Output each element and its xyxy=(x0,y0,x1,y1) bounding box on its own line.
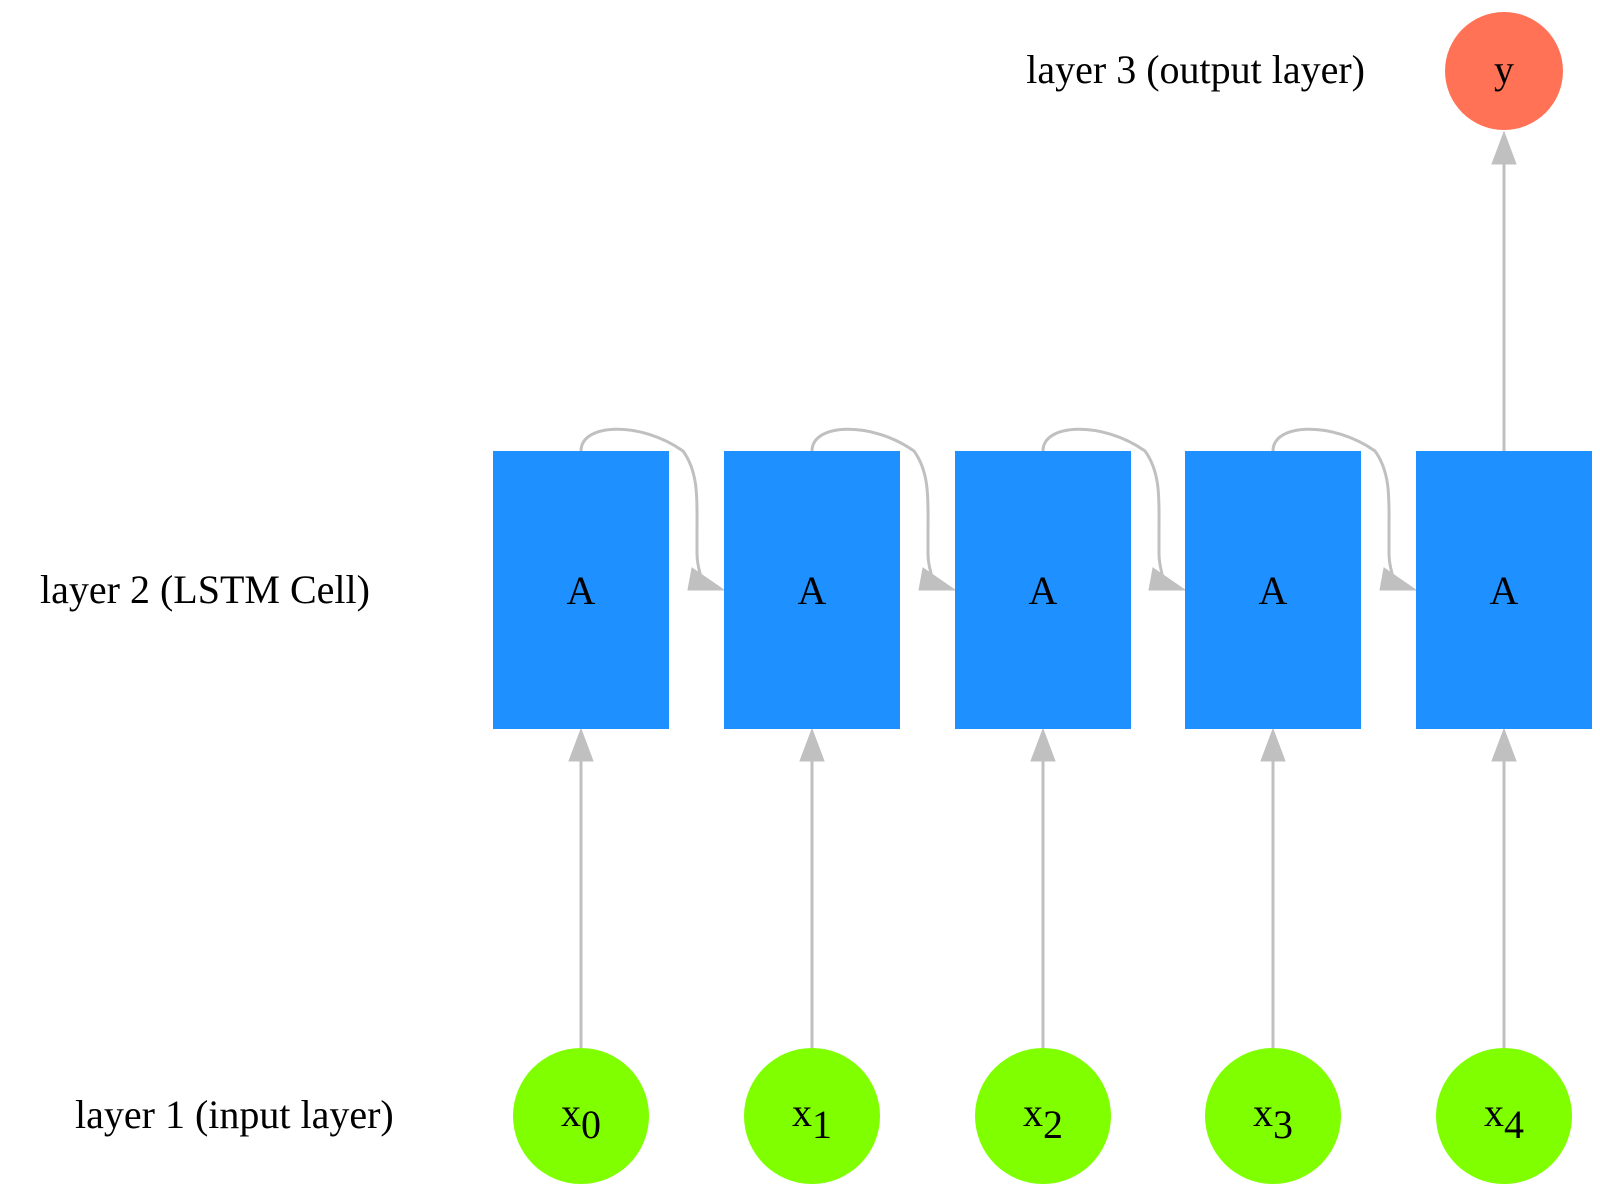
input-node-label: x0 xyxy=(561,1090,601,1147)
edges xyxy=(568,130,1517,1048)
input-node-base: x xyxy=(1484,1090,1504,1135)
output-node: y xyxy=(1445,12,1563,130)
input-node-label: x3 xyxy=(1253,1090,1293,1147)
edge-recurrent-2-to-3 xyxy=(1041,427,1165,583)
lstm-cell-1: A xyxy=(724,451,900,729)
lstm-cell-box xyxy=(1185,451,1361,729)
edge-recurrent-3-to-4 xyxy=(1271,427,1395,583)
input-node-circle xyxy=(744,1048,880,1184)
edge-recurrent-1-to-2 xyxy=(810,427,934,583)
arrowhead-input-to-cell-1 xyxy=(799,727,825,762)
arrowhead-input-to-cell-2 xyxy=(1030,727,1056,762)
lstm-cell-4: A xyxy=(1416,451,1592,729)
input-node-subscript: 4 xyxy=(1504,1102,1524,1147)
input-node-circle xyxy=(513,1048,649,1184)
lstm-cell-label: A xyxy=(567,568,596,613)
output-node-circle xyxy=(1445,12,1563,130)
lstm-cell-label: A xyxy=(1259,568,1288,613)
input-node-1: x1 xyxy=(744,1048,880,1184)
input-node-2: x2 xyxy=(975,1048,1111,1184)
input-node-4: x4 xyxy=(1436,1048,1572,1184)
arrowhead-input-to-cell-3 xyxy=(1260,727,1286,762)
nodes: A A A A Ax0 x1 x2 x3 x4y xyxy=(493,12,1592,1184)
layer-3-label: layer 3 (output layer) xyxy=(1026,47,1365,92)
arrowhead-recurrent-1 xyxy=(918,567,957,591)
input-node-label: x2 xyxy=(1023,1090,1063,1147)
lstm-cell-label: A xyxy=(1029,568,1058,613)
layer-2-label: layer 2 (LSTM Cell) xyxy=(40,567,370,612)
arrowhead-recurrent-3 xyxy=(1379,567,1418,591)
lstm-cell-3: A xyxy=(1185,451,1361,729)
lstm-cell-0: A xyxy=(493,451,669,729)
input-node-base: x xyxy=(561,1090,581,1135)
lstm-cell-box xyxy=(724,451,900,729)
input-node-circle xyxy=(1205,1048,1341,1184)
arrowhead-recurrent-0 xyxy=(687,567,726,591)
lstm-cell-2: A xyxy=(955,451,1131,729)
input-node-label: x4 xyxy=(1484,1090,1524,1147)
input-node-0: x0 xyxy=(513,1048,649,1184)
lstm-cell-box xyxy=(493,451,669,729)
lstm-cell-box xyxy=(955,451,1131,729)
input-node-base: x xyxy=(1023,1090,1043,1135)
lstm-cell-box xyxy=(1416,451,1592,729)
arrowhead-cell-to-output xyxy=(1491,130,1517,165)
input-node-label: x1 xyxy=(792,1090,832,1147)
arrowhead-recurrent-2 xyxy=(1148,567,1187,591)
input-node-subscript: 1 xyxy=(812,1102,832,1147)
lstm-cell-label: A xyxy=(798,568,827,613)
input-node-subscript: 0 xyxy=(581,1102,601,1147)
arrowhead-input-to-cell-0 xyxy=(568,727,594,762)
input-node-circle xyxy=(1436,1048,1572,1184)
layer-1-label: layer 1 (input layer) xyxy=(75,1092,394,1137)
output-node-label: y xyxy=(1494,47,1514,92)
input-node-subscript: 2 xyxy=(1043,1102,1063,1147)
layer-labels: layer 3 (output layer) layer 2 (LSTM Cel… xyxy=(40,47,1365,1137)
arrowhead-input-to-cell-4 xyxy=(1491,727,1517,762)
edge-recurrent-0-to-1 xyxy=(579,427,703,583)
input-node-3: x3 xyxy=(1205,1048,1341,1184)
lstm-cell-label: A xyxy=(1490,568,1519,613)
input-node-base: x xyxy=(792,1090,812,1135)
input-node-subscript: 3 xyxy=(1273,1102,1293,1147)
input-node-circle xyxy=(975,1048,1111,1184)
input-node-base: x xyxy=(1253,1090,1273,1135)
